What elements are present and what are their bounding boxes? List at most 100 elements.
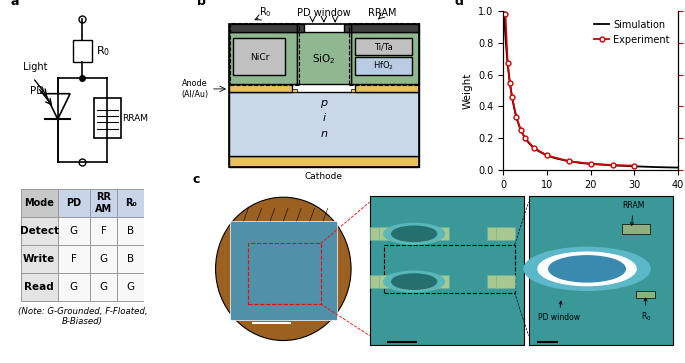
Bar: [117, 245, 145, 273]
Text: G: G: [70, 282, 78, 292]
Bar: [384, 245, 514, 293]
Bar: [297, 32, 351, 84]
Text: PD: PD: [66, 198, 82, 208]
Text: RR
AM: RR AM: [95, 192, 112, 214]
Bar: [229, 24, 419, 167]
Text: G: G: [99, 254, 108, 264]
Circle shape: [392, 226, 436, 241]
Text: Detect: Detect: [20, 226, 59, 236]
Text: Ti/Ta: Ti/Ta: [374, 42, 393, 51]
Text: Light: Light: [23, 62, 47, 72]
Bar: [636, 291, 655, 298]
Bar: [58, 189, 90, 217]
Bar: [370, 228, 388, 240]
Circle shape: [384, 224, 445, 244]
Bar: [622, 224, 650, 234]
Text: R$_0$: R$_0$: [640, 298, 651, 323]
Text: B: B: [127, 254, 134, 264]
Bar: [486, 228, 506, 240]
Bar: [90, 273, 117, 301]
Bar: [297, 24, 303, 32]
Bar: [58, 217, 90, 245]
Circle shape: [524, 247, 650, 290]
Legend: Simulation, Experiment: Simulation, Experiment: [590, 16, 673, 48]
X-axis label: R (kΩ): R (kΩ): [575, 195, 607, 205]
Bar: [58, 245, 90, 273]
Text: HfO$_2$: HfO$_2$: [373, 60, 395, 72]
Text: F: F: [101, 226, 106, 236]
Bar: [58, 273, 90, 301]
Bar: [370, 275, 388, 288]
Text: (Note: G-Grounded, F-Floated,
B-Biased): (Note: G-Grounded, F-Floated, B-Biased): [18, 307, 147, 326]
Bar: [430, 228, 449, 240]
Text: Cathode: Cathode: [305, 172, 343, 181]
Y-axis label: Weight: Weight: [462, 72, 473, 109]
Text: RRAM: RRAM: [622, 201, 645, 225]
Polygon shape: [45, 94, 70, 119]
Text: n: n: [321, 129, 327, 139]
Text: R$_0$: R$_0$: [96, 44, 110, 58]
Circle shape: [392, 274, 436, 289]
Text: NiCr: NiCr: [250, 53, 269, 62]
Text: a: a: [11, 0, 19, 8]
Bar: [229, 84, 292, 92]
Bar: [117, 217, 145, 245]
Bar: [496, 275, 514, 288]
Circle shape: [384, 271, 445, 292]
Bar: [349, 23, 419, 85]
Bar: [21, 273, 58, 301]
Text: G: G: [99, 282, 108, 292]
Text: PD window: PD window: [297, 8, 351, 18]
Bar: [21, 245, 58, 273]
Text: Anode
(Al/Au): Anode (Al/Au): [182, 79, 209, 99]
Bar: [430, 275, 449, 288]
Circle shape: [549, 256, 625, 282]
Ellipse shape: [216, 197, 351, 340]
Bar: [379, 228, 398, 240]
Bar: [90, 189, 117, 217]
Text: B: B: [127, 226, 134, 236]
Bar: [229, 24, 297, 32]
Text: R$_0$: R$_0$: [259, 6, 271, 20]
Bar: [496, 228, 514, 240]
Text: G: G: [70, 226, 78, 236]
Bar: [229, 92, 419, 156]
Text: F: F: [71, 254, 77, 264]
Text: c: c: [192, 173, 199, 186]
Bar: [292, 89, 297, 92]
Circle shape: [538, 252, 636, 286]
Bar: [230, 23, 299, 85]
Text: i: i: [322, 113, 325, 123]
Text: b: b: [197, 0, 206, 8]
Bar: [229, 221, 337, 320]
Text: G: G: [127, 282, 135, 292]
Bar: [229, 32, 297, 84]
Text: PD: PD: [30, 86, 45, 95]
Text: Mode: Mode: [24, 198, 54, 208]
Text: RRAM: RRAM: [122, 114, 148, 123]
Bar: [351, 32, 419, 84]
Bar: [379, 275, 398, 288]
Text: Read: Read: [24, 282, 54, 292]
Text: SiO$_2$: SiO$_2$: [312, 52, 336, 66]
Bar: [370, 196, 524, 345]
Bar: [234, 38, 286, 74]
Bar: [351, 89, 356, 92]
Bar: [356, 84, 419, 92]
Bar: [344, 24, 351, 32]
Text: Write: Write: [23, 254, 55, 264]
Text: PD window: PD window: [538, 301, 580, 322]
Text: RRAM: RRAM: [369, 8, 397, 18]
Text: p: p: [321, 98, 327, 108]
Bar: [94, 98, 121, 138]
Text: d: d: [454, 0, 463, 8]
Bar: [90, 217, 117, 245]
Bar: [486, 275, 506, 288]
Bar: [90, 245, 117, 273]
Bar: [117, 273, 145, 301]
Bar: [21, 217, 58, 245]
Bar: [229, 156, 419, 167]
Bar: [529, 196, 673, 345]
Bar: [351, 24, 419, 32]
Bar: [248, 243, 321, 304]
